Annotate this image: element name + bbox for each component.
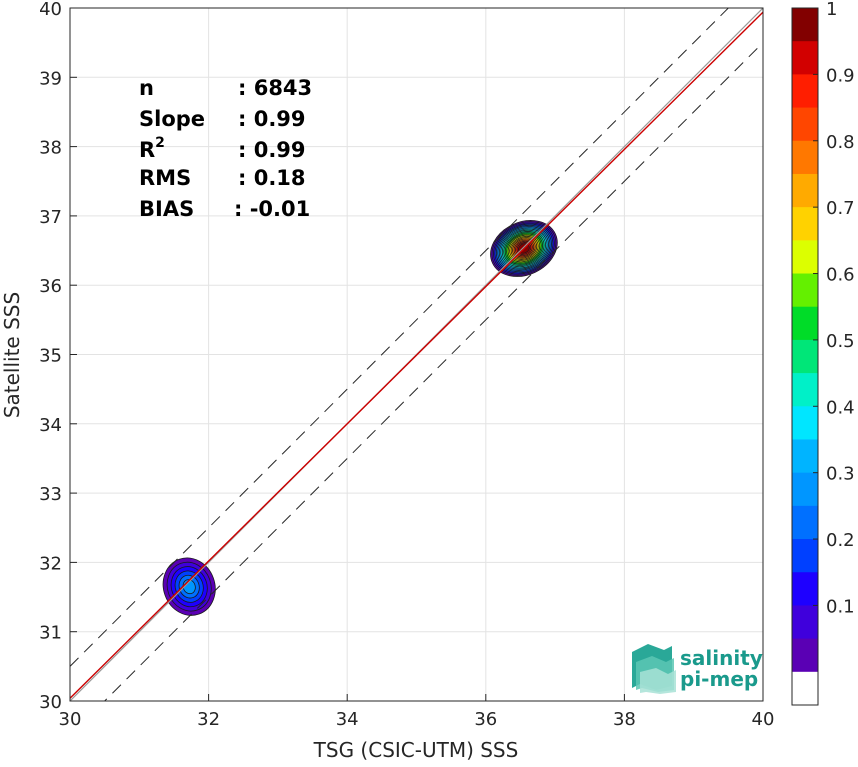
colorbar-segment bbox=[792, 74, 818, 109]
stat-value: : 6843 bbox=[238, 76, 312, 100]
colorbar-segment bbox=[792, 306, 818, 341]
colorbar-tick-label: 0.9 bbox=[826, 65, 855, 86]
colorbar-segment bbox=[792, 107, 818, 142]
x-tick-label: 34 bbox=[336, 709, 359, 730]
colorbar-segment bbox=[792, 671, 818, 706]
stat-label: RMS bbox=[139, 166, 191, 190]
y-tick-label: 31 bbox=[39, 623, 62, 644]
colorbar-segment bbox=[792, 273, 818, 308]
logo-line1: salinity bbox=[680, 646, 763, 670]
stat-value: : 0.18 bbox=[238, 166, 306, 190]
stat-label: n bbox=[139, 76, 154, 100]
y-tick-label: 37 bbox=[39, 207, 62, 228]
reference-lines bbox=[70, 8, 763, 701]
colorbar-tick-label: 0.8 bbox=[826, 132, 855, 153]
colorbar-segment bbox=[792, 240, 818, 275]
colorbar-segment bbox=[792, 539, 818, 573]
salinity-pi-mep-logo: salinity pi-mep bbox=[632, 644, 763, 694]
logo-line2: pi-mep bbox=[680, 667, 758, 691]
y-tick-label: 30 bbox=[39, 692, 62, 713]
wave-logo-icon bbox=[632, 644, 676, 694]
y-tick-label: 40 bbox=[39, 0, 62, 20]
colorbar-tick-label: 0.3 bbox=[826, 464, 855, 485]
x-tick-label: 30 bbox=[59, 709, 82, 730]
x-tick-label: 32 bbox=[197, 709, 220, 730]
x-tick-label: 38 bbox=[613, 709, 636, 730]
y-tick-label: 33 bbox=[39, 484, 62, 505]
y-tick-label: 39 bbox=[39, 68, 62, 89]
x-axis-ticks: 30 32 34 36 38 40 bbox=[59, 694, 775, 730]
y-tick-label: 36 bbox=[39, 276, 62, 297]
stat-label: BIAS bbox=[139, 197, 194, 221]
colorbar-segment bbox=[792, 207, 818, 241]
colorbar-tick-label: 0.2 bbox=[826, 530, 855, 551]
colorbar-segment bbox=[792, 140, 818, 175]
colorbar-tick-label: 0.1 bbox=[826, 596, 855, 617]
y-axis-label: Satellite SSS bbox=[0, 292, 24, 418]
colorbar-segment bbox=[792, 8, 818, 42]
y-tick-label: 35 bbox=[39, 346, 62, 367]
colorbar-segment bbox=[792, 439, 818, 474]
colorbar-tick-label: 0.7 bbox=[826, 198, 855, 219]
y-axis-ticks: 30 31 32 33 34 35 36 37 38 39 40 bbox=[39, 0, 77, 713]
stat-value: : 0.99 bbox=[238, 107, 306, 131]
colorbar-tick-label: 0.6 bbox=[826, 265, 855, 286]
colorbar-segment bbox=[792, 339, 818, 374]
colorbar-frame bbox=[791, 7, 819, 706]
colorbar-segment bbox=[792, 505, 818, 540]
y-tick-label: 38 bbox=[39, 138, 62, 159]
colorbar-segment bbox=[792, 472, 818, 507]
stat-label: Slope bbox=[139, 107, 205, 131]
colorbar-segment bbox=[792, 605, 818, 640]
x-axis-label: TSG (CSIC-UTM) SSS bbox=[313, 738, 519, 762]
colorbar-segment bbox=[792, 572, 818, 606]
colorbar-segment bbox=[792, 373, 818, 407]
colorbar-tick-label: 1 bbox=[826, 0, 837, 20]
x-tick-label: 40 bbox=[752, 709, 775, 730]
colorbar-tick-label: 0.4 bbox=[826, 397, 855, 418]
stat-value: : 0.99 bbox=[238, 138, 306, 162]
colorbar-segment bbox=[792, 406, 818, 440]
fit-line bbox=[70, 11, 763, 699]
y-tick-label: 32 bbox=[39, 553, 62, 574]
colorbar-segment bbox=[792, 173, 818, 208]
band-line bbox=[103, 42, 763, 701]
colorbar-segment bbox=[792, 41, 818, 75]
y-tick-label: 34 bbox=[39, 415, 62, 436]
colorbar-tick-label: 0.5 bbox=[826, 331, 855, 352]
band-line bbox=[70, 8, 730, 667]
colorbar: 0.1 0.2 0.3 0.4 0.5 0.6 0.7 0.8 0.9 1 bbox=[791, 0, 855, 706]
colorbar-segment bbox=[792, 638, 818, 673]
x-tick-label: 36 bbox=[474, 709, 497, 730]
stat-value: : -0.01 bbox=[234, 197, 310, 221]
